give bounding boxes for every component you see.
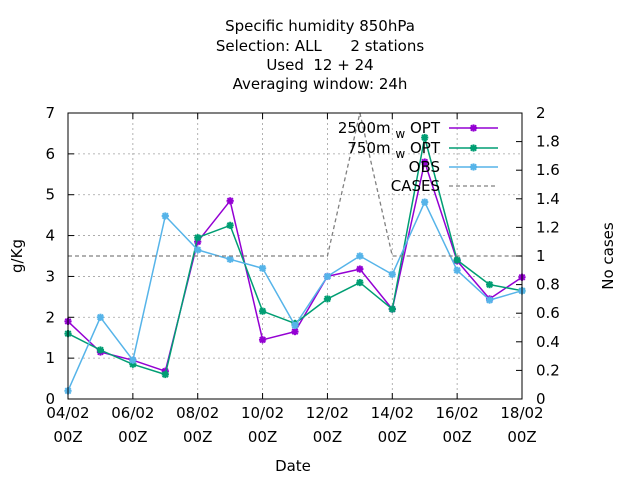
series-line-2 [67, 201, 523, 392]
series-point-1 [161, 370, 169, 379]
x-tick-label-date: 08/02 [176, 404, 219, 422]
series-point-1 [356, 278, 364, 287]
series-point-2 [421, 198, 429, 206]
series-point-1 [485, 281, 494, 289]
y-tick-label: 4 [45, 227, 55, 245]
series-point-1 [96, 346, 105, 354]
x-tick-label-date: 14/02 [371, 404, 414, 422]
series-point-2 [129, 356, 137, 364]
y-tick-label: 0 [45, 390, 55, 408]
y-tick-label: 1 [45, 349, 55, 367]
x-tick-label-date: 12/02 [306, 404, 349, 422]
chart-title-line-2: Selection: ALL 2 stations [215, 37, 425, 55]
series-point-0 [258, 336, 267, 344]
series-line-3 [68, 112, 522, 257]
x-tick-label-hour: 00Z [313, 428, 342, 446]
chart-title-line-1: Specific humidity 850hPa [225, 17, 415, 35]
series-point-2 [226, 255, 234, 263]
x-tick-label-hour: 00Z [442, 428, 471, 446]
x-tick-label-date: 10/02 [241, 404, 284, 422]
series-point-1 [421, 133, 429, 142]
x-tick-label-hour: 00Z [507, 428, 536, 446]
x-axis-label: Date [275, 457, 311, 475]
y-tick-label: 3 [45, 267, 55, 285]
legend-entry-0: 2500m w OPT [338, 119, 498, 141]
series-point-1 [226, 221, 234, 229]
y2-tick-label: 1.4 [536, 190, 560, 208]
legend-sample-marker [469, 144, 478, 152]
series-point-2 [96, 313, 105, 321]
y2-tick-label: 1 [536, 247, 546, 265]
series-point-0 [356, 265, 364, 273]
series-point-2 [388, 270, 396, 278]
series-point-0 [291, 327, 299, 336]
x-tick-label-hour: 00Z [378, 428, 407, 446]
x-tick-label-hour: 00Z [118, 428, 147, 446]
y-tick-label: 2 [45, 308, 55, 326]
series-line-0 [67, 161, 523, 372]
legend-entry-3: CASES [391, 177, 498, 195]
legend-label: 2500m w OPT [338, 119, 441, 141]
y2-tick-label: 0.4 [536, 333, 560, 351]
series-point-2 [194, 246, 202, 254]
y2-tick-label: 2 [536, 104, 546, 122]
legend-sample-marker [469, 163, 478, 171]
legend-label: CASES [391, 177, 440, 195]
series-point-2 [291, 321, 299, 330]
chart-title-line-3: Used 12 + 24 [266, 56, 374, 74]
series-point-0 [226, 197, 234, 205]
chart-title-line-4: Averaging window: 24h [232, 75, 408, 93]
x-tick-label-date: 16/02 [436, 404, 479, 422]
y-axis-label: g/Kg [8, 239, 26, 273]
y-tick-label: 5 [45, 186, 55, 204]
x-tick-label-hour: 00Z [183, 428, 212, 446]
legend-label: OBS [409, 158, 440, 176]
series-point-1 [194, 234, 202, 242]
y2-tick-label: 1.6 [536, 161, 560, 179]
x-tick-label-date: 06/02 [111, 404, 154, 422]
series-point-2 [323, 272, 332, 281]
legend-entry-2: OBS [409, 158, 498, 176]
series-point-0 [421, 158, 429, 166]
series-point-2 [356, 252, 364, 260]
y2-tick-label: 1.8 [536, 133, 560, 151]
y2-tick-label: 0 [536, 390, 546, 408]
y-tick-label: 7 [45, 104, 55, 122]
y2-tick-label: 0.8 [536, 276, 560, 294]
y2-tick-label: 1.2 [536, 218, 560, 236]
series-point-2 [258, 264, 267, 272]
legend-entry-1: 750m w OPT [347, 139, 498, 161]
x-tick-label-date: 04/02 [46, 404, 89, 422]
series-point-2 [453, 266, 461, 274]
series-point-1 [258, 307, 267, 315]
legend-label: 750m w OPT [347, 139, 440, 161]
y-tick-label: 6 [45, 145, 55, 163]
x-tick-label-hour: 00Z [248, 428, 277, 446]
y2-axis-label: No cases [599, 222, 617, 290]
series-point-1 [453, 256, 461, 264]
series-point-1 [388, 305, 396, 313]
x-tick-label-date: 18/02 [500, 404, 543, 422]
series-point-1 [323, 295, 332, 303]
legend-sample-marker [469, 124, 478, 132]
series-point-2 [485, 296, 494, 304]
y2-tick-label: 0.2 [536, 361, 560, 379]
y2-tick-label: 0.6 [536, 304, 560, 322]
series-point-2 [161, 212, 169, 220]
x-tick-label-hour: 00Z [53, 428, 82, 446]
